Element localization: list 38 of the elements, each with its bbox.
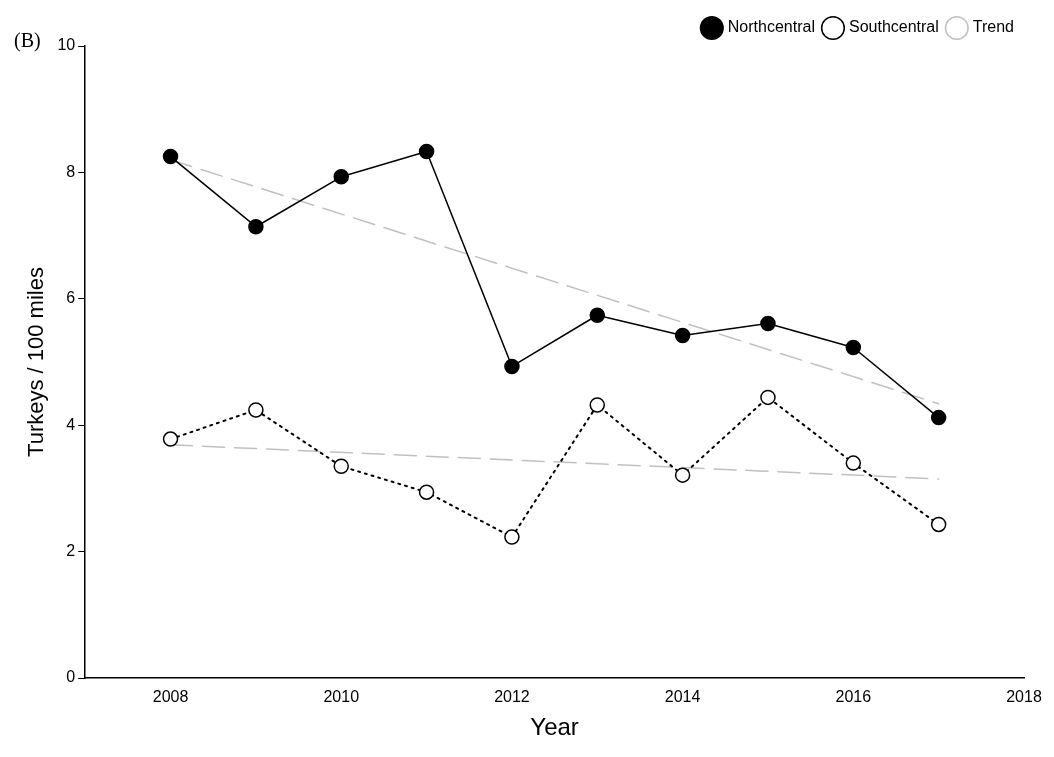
point xyxy=(418,143,435,160)
point xyxy=(674,327,691,344)
point xyxy=(760,315,776,332)
point xyxy=(162,431,179,447)
x-tick-label: 2010 xyxy=(323,688,360,706)
y-axis-title: Turkeys / 100 miles xyxy=(23,267,49,457)
y-tick-label: 10 xyxy=(57,36,76,54)
point xyxy=(589,397,606,413)
legend-label: Southcentral xyxy=(848,18,939,36)
x-tick-label: 2018 xyxy=(1006,688,1042,706)
point xyxy=(504,529,520,545)
y-tick-label: 4 xyxy=(66,415,76,433)
point xyxy=(589,307,606,323)
x-tick-label: 2014 xyxy=(664,688,701,706)
x-axis-title: Year xyxy=(530,713,579,741)
y-tick-label: 0 xyxy=(66,668,76,686)
legend-label: Northcentral xyxy=(727,18,815,36)
point xyxy=(845,455,862,471)
x-tick-label: 2012 xyxy=(494,688,530,706)
point xyxy=(930,409,947,426)
point xyxy=(845,339,862,356)
point xyxy=(333,169,349,185)
point xyxy=(418,484,435,500)
point xyxy=(162,148,179,165)
x-tick-label: 2008 xyxy=(152,688,189,706)
point xyxy=(248,219,264,235)
point xyxy=(674,467,691,483)
legend-label: Trend xyxy=(972,18,1014,36)
text: (B) xyxy=(14,29,41,53)
y-tick-label: 8 xyxy=(66,162,76,180)
point xyxy=(248,402,264,418)
y-tick-label: 2 xyxy=(66,542,76,560)
y-tick-label: 6 xyxy=(66,289,76,307)
point xyxy=(930,516,947,533)
point xyxy=(760,389,776,406)
point xyxy=(504,358,520,375)
point xyxy=(333,458,349,475)
x-tick-label: 2016 xyxy=(835,688,872,706)
